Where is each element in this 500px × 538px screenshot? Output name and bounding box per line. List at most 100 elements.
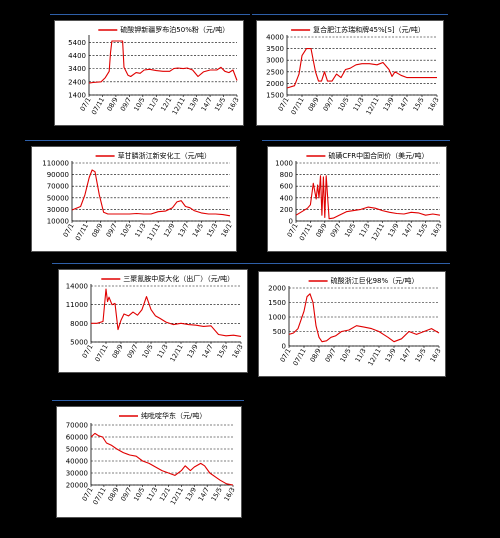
chart-title: 三聚氰胺中原大化（出厂）（元/吨） <box>123 274 234 283</box>
chart-title: 硫酸浙江巨化98%（元/吨） <box>331 276 419 285</box>
x-tick-label: 10/5 <box>140 343 154 360</box>
x-tick-label: 13/9 <box>386 222 400 239</box>
x-tick-label: 10/5 <box>132 96 146 113</box>
y-tick-label: 30000 <box>47 206 69 214</box>
y-tick-label: 1500 <box>266 92 284 100</box>
x-tick-label: 16/3 <box>429 222 443 239</box>
y-tick-label: 0 <box>289 218 293 226</box>
series-line <box>286 48 437 89</box>
y-tick-label: 3400 <box>68 65 86 73</box>
x-tick-label: 10/5 <box>119 222 133 239</box>
x-tick-label: 14/7 <box>200 96 214 113</box>
x-tick-label: 11/3 <box>133 222 147 239</box>
chart-svg-1: 硫酸钾新疆罗布泊50%粉（元/吨） 5400 4400 3400 2400 1400 07/… <box>68 25 241 116</box>
y-tick-label: 50000 <box>66 446 88 454</box>
x-tick-label: 07/11 <box>298 222 314 242</box>
chart-title: 复合肥江苏瑞和牌45%[S]（元/吨） <box>313 25 425 34</box>
x-tick-label: 13/9 <box>186 96 200 113</box>
y-tick-label: 4400 <box>68 52 86 60</box>
x-tick-label: 08/9 <box>106 486 120 503</box>
panel-rule <box>52 400 244 401</box>
x-tick-label: 15/5 <box>413 347 427 364</box>
chart-card-2: 复合肥江苏瑞和牌45%[S]（元/吨） 4000 3500 3000 2500 2000 1… <box>256 20 444 126</box>
x-tick-label: 14/7 <box>197 486 211 503</box>
x-tick-label: 11/3 <box>155 343 169 360</box>
x-tick-label: 08/9 <box>90 222 104 239</box>
y-tick-label: 60000 <box>66 434 88 442</box>
x-tick-label: 11/3 <box>146 96 160 113</box>
chart-svg-5: 三聚氰胺中原大化（出厂）（元/吨）14000110008000500007/10… <box>66 274 245 363</box>
chart-panel-2: 复合肥江苏瑞和牌45%[S]（元/吨） 4000 3500 3000 2500 2000 1… <box>252 14 448 129</box>
x-tick-label: 10/5 <box>336 96 350 113</box>
x-tick-label: 07/11 <box>291 347 307 367</box>
x-tick-label: 12/11 <box>169 486 185 506</box>
y-tick-label: 200 <box>280 206 293 214</box>
x-tick-label: 11/3 <box>145 486 159 503</box>
x-tick-label: 16/3 <box>226 96 240 113</box>
panel-rule <box>50 14 250 15</box>
panel-rule <box>25 140 240 141</box>
y-tick-label: 11000 <box>66 301 88 309</box>
y-tick-label: 70000 <box>47 183 69 191</box>
x-tick-label: 15/5 <box>210 486 224 503</box>
x-tick-label: 08/9 <box>110 343 124 360</box>
x-tick-label: 12/9 <box>162 222 176 239</box>
y-tick-label: 14000 <box>66 283 88 291</box>
x-tick-label: 10/5 <box>343 222 357 239</box>
x-tick-label: 13/9 <box>184 486 198 503</box>
x-tick-label: 07/11 <box>91 486 107 506</box>
y-tick-label: 4000 <box>266 34 284 42</box>
chart-card-7: 纯吡啶华东（元/吨） 70000 60000 50000 40000 30000 20000… <box>56 406 242 518</box>
y-tick-label: 600 <box>280 183 293 191</box>
x-tick-label: 12/11 <box>168 343 184 363</box>
y-tick-label: 1000 <box>275 160 293 168</box>
y-tick-label: 1500 <box>268 299 286 307</box>
series-line <box>90 432 234 486</box>
chart-title: 硫磺CFR中国合同价（美元/吨） <box>328 151 428 160</box>
y-tick-label: 20000 <box>66 482 88 490</box>
y-tick-label: 3000 <box>266 57 284 65</box>
chart-panel-4: 硫磺CFR中国合同价（美元/吨） 1000 800 600 400 200 0 07/1 07/… <box>262 140 450 252</box>
panel-rule <box>252 263 450 264</box>
series-line <box>91 288 242 337</box>
chart-title: 硫酸钾新疆罗布泊50%粉（元/吨） <box>120 25 229 34</box>
chart-panel-5: 三聚氰胺中原大化（出厂）（元/吨） 14000 11000 8000 5000 07/1 0… <box>52 263 252 373</box>
y-tick-label: 30000 <box>66 470 88 478</box>
y-tick-label: 3500 <box>266 45 284 53</box>
x-tick-label: 13/9 <box>383 347 397 364</box>
y-tick-label: 2500 <box>266 68 284 76</box>
x-tick-label: 12/11 <box>366 347 382 367</box>
x-tick-label: 12/11 <box>370 222 386 242</box>
y-tick-label: 0 <box>282 343 286 351</box>
y-tick-label: 110000 <box>42 160 69 168</box>
y-tick-label: 500 <box>273 328 286 336</box>
x-tick-label: 15/5 <box>411 96 425 113</box>
chart-title: 草甘膦浙江新安化工（元/吨） <box>118 151 211 160</box>
x-tick-label: 16/3 <box>230 343 244 360</box>
x-tick-label: 13/9 <box>185 343 199 360</box>
x-tick-label: 14/7 <box>398 347 412 364</box>
y-tick-label: 400 <box>280 194 293 202</box>
y-tick-label: 10000 <box>47 218 69 226</box>
x-tick-label: 11/3 <box>353 347 367 364</box>
y-tick-label: 2000 <box>268 285 286 293</box>
x-tick-label: 09/7 <box>329 222 343 239</box>
y-tick-label: 2400 <box>68 78 86 86</box>
x-tick-label: 07/11 <box>74 222 90 242</box>
x-tick-label: 09/7 <box>105 222 119 239</box>
x-tick-label: 08/9 <box>308 347 322 364</box>
panel-rule <box>262 140 450 141</box>
y-tick-label: 800 <box>280 171 293 179</box>
x-tick-label: 15/5 <box>213 96 227 113</box>
y-tick-label: 5400 <box>68 39 86 47</box>
y-tick-label: 1000 <box>268 314 286 322</box>
x-tick-label: 11/11 <box>146 222 162 242</box>
x-tick-label: 13/9 <box>381 96 395 113</box>
x-tick-label: 14/7 <box>200 343 214 360</box>
x-tick-label: 07/11 <box>90 96 106 116</box>
y-tick-label: 40000 <box>66 458 88 466</box>
x-tick-label: 15/5 <box>415 222 429 239</box>
x-tick-label: 13/7 <box>176 222 190 239</box>
chart-svg-4: 硫磺CFR中国合同价（美元/吨）1000800600400200007/107/… <box>275 151 444 242</box>
